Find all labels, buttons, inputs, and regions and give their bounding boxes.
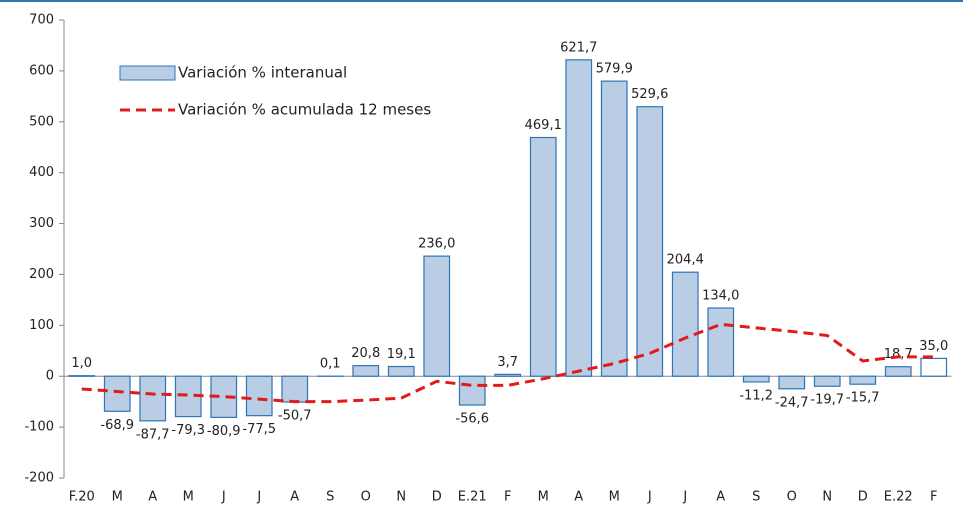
y-tick-label: -100 — [24, 420, 54, 435]
bar — [636, 106, 664, 377]
value-label: -77,5 — [242, 422, 276, 437]
value-label: -50,7 — [278, 409, 312, 424]
x-tick-label: J — [682, 490, 687, 505]
y-tick-label: 100 — [29, 318, 54, 333]
bar — [387, 365, 415, 377]
bar — [920, 357, 948, 377]
legend-swatch — [119, 65, 176, 81]
x-tick-label: J — [221, 490, 226, 505]
value-label: 529,6 — [631, 87, 668, 102]
value-label: -87,7 — [136, 427, 170, 442]
bar — [742, 375, 770, 383]
bar — [245, 375, 273, 417]
value-label: -56,6 — [455, 412, 489, 427]
value-label: 1,0 — [71, 356, 92, 371]
bar — [458, 375, 486, 406]
value-label: 3,7 — [497, 355, 518, 370]
value-label: -68,9 — [100, 418, 134, 433]
value-label: 19,1 — [387, 347, 416, 362]
value-label: 621,7 — [560, 40, 597, 55]
x-tick-label: E.22 — [884, 490, 913, 505]
x-tick-label: N — [822, 490, 832, 505]
value-label: 204,4 — [667, 253, 704, 268]
x-tick-label: O — [361, 490, 371, 505]
y-tick-label: 500 — [29, 114, 54, 129]
legend-label: Variación % acumulada 12 meses — [178, 101, 431, 119]
x-tick-label: M — [609, 490, 620, 505]
bar — [103, 375, 131, 412]
x-tick-label: O — [787, 490, 797, 505]
value-label: -19,7 — [810, 393, 844, 408]
bar — [849, 375, 877, 385]
value-label: 134,0 — [702, 289, 739, 304]
bar — [884, 366, 912, 377]
x-tick-label: S — [326, 490, 334, 505]
value-label: -11,2 — [739, 388, 773, 403]
y-tick-label: 600 — [29, 63, 54, 78]
x-tick-label: F — [930, 490, 937, 505]
x-tick-label: E.21 — [458, 490, 487, 505]
value-label: -79,3 — [171, 423, 205, 438]
x-tick-label: A — [716, 490, 725, 505]
x-tick-label: D — [858, 490, 868, 505]
value-label: 236,0 — [418, 237, 455, 252]
value-label: 20,8 — [351, 346, 380, 361]
value-label: 18,7 — [884, 347, 913, 362]
bar — [813, 375, 841, 387]
legend-label: Variación % interanual — [178, 64, 347, 82]
bar — [281, 375, 309, 403]
y-tick-label: 300 — [29, 216, 54, 231]
x-tick-label: F.20 — [69, 490, 95, 505]
bar — [565, 59, 593, 377]
bar — [778, 375, 806, 390]
line — [81, 322, 934, 404]
value-label: -15,7 — [846, 391, 880, 406]
bar — [352, 365, 380, 377]
bar — [494, 373, 522, 377]
x-tick-label: M — [538, 490, 549, 505]
x-tick-label: M — [183, 490, 194, 505]
bar — [529, 136, 557, 377]
bar — [139, 375, 167, 422]
y-tick-label: 700 — [29, 13, 54, 28]
bar — [68, 375, 96, 377]
value-label: 35,0 — [919, 339, 948, 354]
x-tick-label: S — [752, 490, 760, 505]
y-tick-label: 400 — [29, 165, 54, 180]
x-tick-label: J — [647, 490, 652, 505]
bar — [707, 307, 735, 377]
y-tick-label: -200 — [24, 471, 54, 486]
bar — [671, 271, 699, 377]
x-tick-label: A — [148, 490, 157, 505]
x-tick-label: F — [504, 490, 511, 505]
x-tick-label: D — [432, 490, 442, 505]
x-tick-label: N — [396, 490, 406, 505]
value-label: -24,7 — [775, 395, 809, 410]
y-tick-label: 0 — [46, 369, 54, 384]
bar — [423, 255, 451, 377]
x-tick-label: A — [290, 490, 299, 505]
value-label: 0,1 — [320, 357, 341, 372]
value-label: 579,9 — [596, 62, 633, 77]
y-tick-label: 200 — [29, 267, 54, 282]
x-tick-label: M — [112, 490, 123, 505]
bar — [600, 80, 628, 377]
value-label: 469,1 — [525, 118, 562, 133]
value-label: -80,9 — [207, 424, 241, 439]
x-tick-label: A — [574, 490, 583, 505]
x-tick-label: J — [256, 490, 261, 505]
